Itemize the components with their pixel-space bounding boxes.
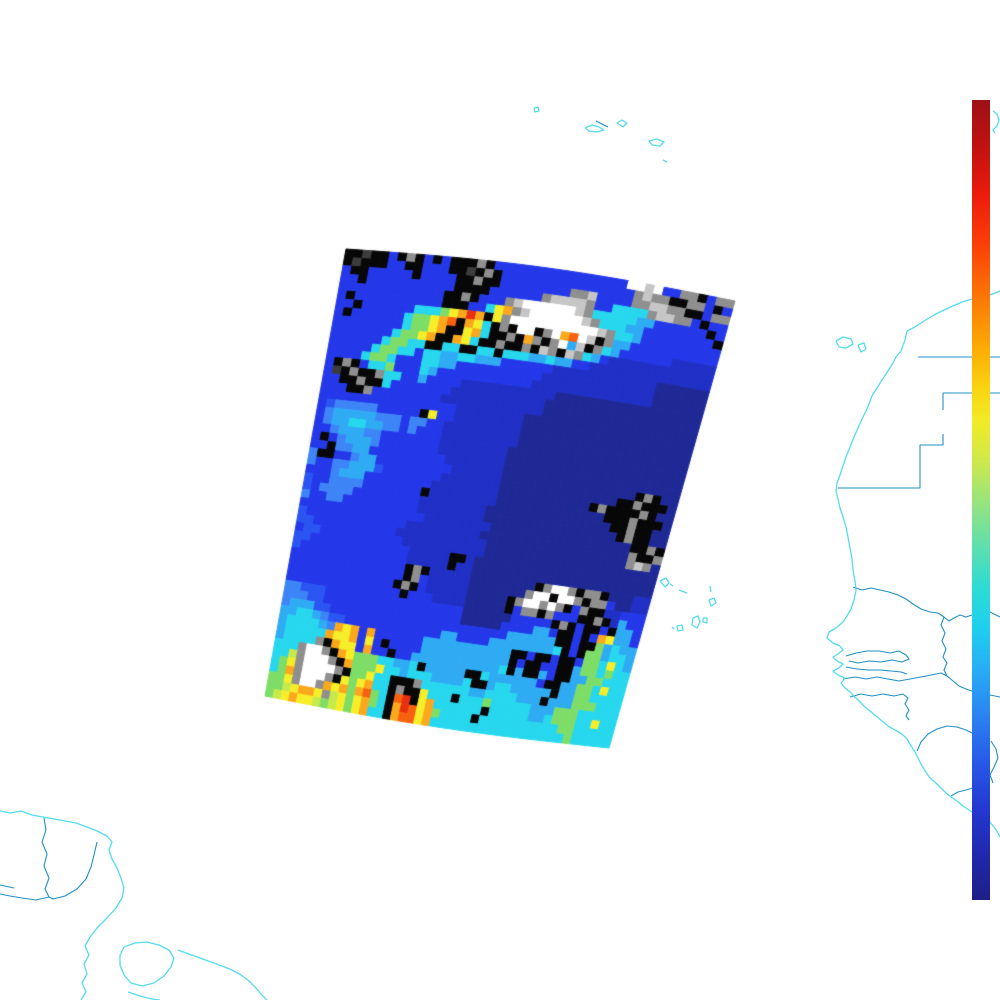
colorbar	[972, 100, 990, 900]
